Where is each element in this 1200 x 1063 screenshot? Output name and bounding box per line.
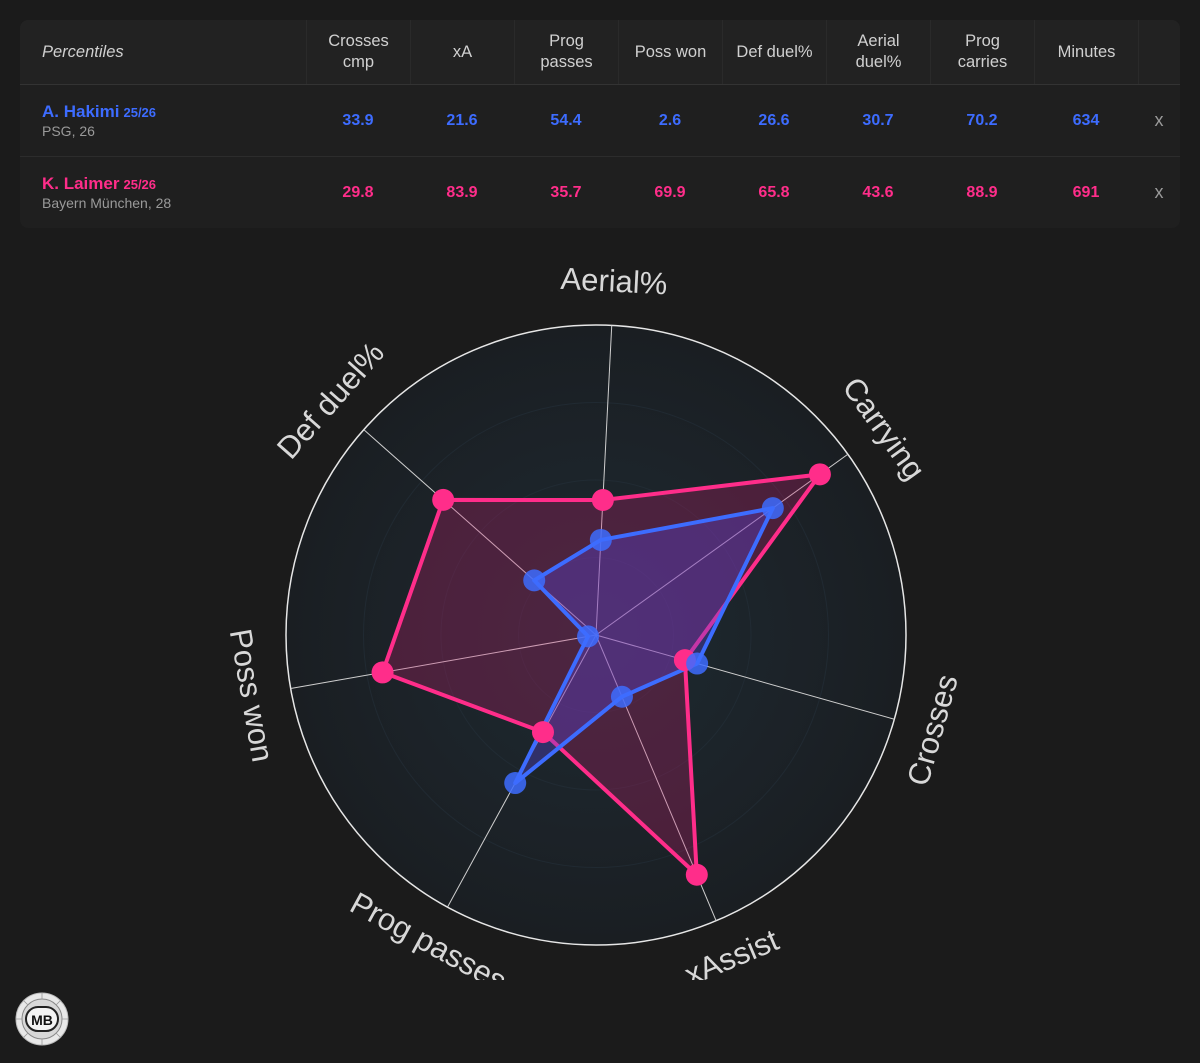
radar-point[interactable] <box>523 569 546 592</box>
player-team-age: PSG, 26 <box>42 123 95 139</box>
header-percentiles: Percentiles <box>42 42 124 61</box>
player-cell: A. Hakimi 25/26 PSG, 26 <box>20 102 306 139</box>
radar-series-area <box>513 506 775 786</box>
header-col[interactable]: Prog carries <box>930 20 1034 84</box>
player-cell: K. Laimer 25/26 Bayern München, 28 <box>20 174 306 211</box>
table-cell: 69.9 <box>654 183 686 201</box>
table-cell: 43.6 <box>862 183 894 201</box>
table-cell: 65.8 <box>758 183 790 201</box>
header-empty <box>1138 20 1180 84</box>
player-season: 25/26 <box>123 105 157 120</box>
table-cell: 35.7 <box>550 183 582 201</box>
remove-player-button[interactable]: x <box>1154 182 1164 202</box>
percentiles-table: Percentiles Crosses cmp xA Prog passes P… <box>20 20 1180 228</box>
radar-point[interactable] <box>761 497 784 520</box>
radar-spoke <box>363 429 597 636</box>
table-cell: 70.2 <box>966 111 998 129</box>
radar-point[interactable] <box>531 721 554 744</box>
logo-text: MB <box>31 1012 53 1028</box>
radar-spoke <box>290 634 597 690</box>
player-name[interactable]: A. Hakimi <box>42 102 120 121</box>
table-cell: 30.7 <box>862 111 894 129</box>
radar-spoke <box>595 453 849 636</box>
radar-point[interactable] <box>686 652 709 675</box>
radar-point[interactable] <box>371 661 394 684</box>
player-team-age: Bayern München, 28 <box>42 195 172 211</box>
header-col[interactable]: Def duel% <box>722 20 826 84</box>
table-row: K. Laimer 25/26 Bayern München, 28 29.8 8… <box>20 157 1180 228</box>
table-cell: 634 <box>1072 111 1100 129</box>
table-cell: 83.9 <box>446 183 478 201</box>
radar-axis-label: Crosses <box>900 671 965 790</box>
table-cell: 2.6 <box>658 111 682 129</box>
header-col[interactable]: xA <box>410 20 514 84</box>
radar-ring <box>363 402 829 868</box>
radar-point[interactable] <box>591 489 614 512</box>
table-cell: 88.9 <box>966 183 998 201</box>
radar-ring <box>440 479 752 791</box>
radar-spoke <box>595 325 613 636</box>
radar-point[interactable] <box>504 772 527 795</box>
table-cell: 29.8 <box>342 183 374 201</box>
radar-series <box>371 463 831 886</box>
player-season: 25/26 <box>123 177 157 192</box>
radar-point[interactable] <box>610 685 633 708</box>
table-cell: 21.6 <box>446 111 478 129</box>
radar-spoke <box>595 634 895 720</box>
player-name[interactable]: K. Laimer <box>42 174 120 193</box>
radar-spokes <box>290 325 895 921</box>
radar-axis-label: xAssist <box>679 922 783 980</box>
table-cell: 33.9 <box>342 111 374 129</box>
radar-axis-label: Poss won <box>223 626 281 764</box>
table-row: A. Hakimi 25/26 PSG, 26 33.9 21.6 54.4 2.… <box>20 85 1180 157</box>
radar-series-area <box>380 472 822 877</box>
table-cell: 26.6 <box>758 111 790 129</box>
radar-point[interactable] <box>577 625 600 648</box>
radar-point[interactable] <box>685 863 708 886</box>
radar-point[interactable] <box>589 528 612 551</box>
header-col[interactable]: Prog passes <box>514 20 618 84</box>
radar-point[interactable] <box>432 488 455 511</box>
radar-axis-label: Aerial% <box>560 261 668 301</box>
table-cell: 691 <box>1072 183 1100 201</box>
table-header: Percentiles Crosses cmp xA Prog passes P… <box>20 20 1180 85</box>
header-col[interactable]: Minutes <box>1034 20 1138 84</box>
header-col[interactable]: Crosses cmp <box>306 20 410 84</box>
radar-ring <box>518 557 674 713</box>
header-col[interactable]: Aerial duel% <box>826 20 930 84</box>
header-col[interactable]: Poss won <box>618 20 722 84</box>
remove-player-button[interactable]: x <box>1154 110 1164 130</box>
mb-logo-icon: MB <box>15 992 69 1046</box>
radar-point[interactable] <box>808 463 831 486</box>
table-cell: 54.4 <box>550 111 582 129</box>
